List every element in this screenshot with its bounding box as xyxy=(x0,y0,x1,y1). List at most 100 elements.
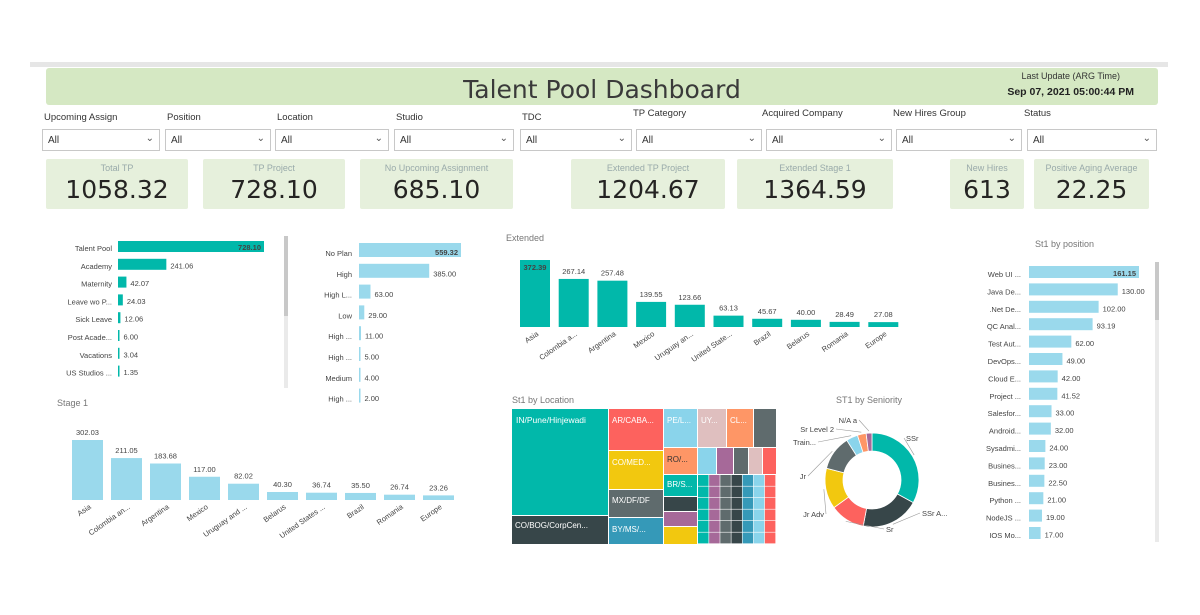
slicer-new-hires-group[interactable]: All ⌄ xyxy=(896,129,1022,151)
treemap-tile-by-ms[interactable] xyxy=(609,518,663,544)
treemap-tile[interactable] xyxy=(742,486,754,498)
slicer-status[interactable]: All ⌄ xyxy=(1027,129,1157,151)
treemap-tile[interactable] xyxy=(749,448,762,474)
slicer-acquired-company[interactable]: All ⌄ xyxy=(766,129,892,151)
treemap-tile[interactable] xyxy=(720,532,731,544)
seniority-leader-line[interactable] xyxy=(845,521,885,530)
stage1-bar[interactable] xyxy=(423,495,454,500)
treemap-tile-in-pune[interactable] xyxy=(512,409,608,515)
treemap-tile[interactable] xyxy=(709,521,720,532)
position-bar[interactable] xyxy=(1029,370,1058,383)
treemap-tile[interactable] xyxy=(731,486,742,498)
extended-bar[interactable] xyxy=(520,260,550,327)
treemap-tile[interactable] xyxy=(720,498,731,509)
position-bar[interactable] xyxy=(1029,509,1042,522)
treemap-tile-br-s[interactable] xyxy=(664,475,697,496)
position-bar[interactable] xyxy=(1029,283,1118,296)
plan-bar[interactable] xyxy=(359,284,371,299)
treemap-tile[interactable] xyxy=(753,509,765,521)
treemap-tile[interactable] xyxy=(753,521,765,532)
extended-bar[interactable] xyxy=(636,301,667,327)
stage1-bar[interactable] xyxy=(72,440,103,500)
treemap-tile[interactable] xyxy=(698,486,709,498)
position-bar[interactable] xyxy=(1029,440,1046,452)
seniority-slice[interactable] xyxy=(871,432,920,504)
position-bar[interactable] xyxy=(1029,266,1139,278)
position-bar[interactable] xyxy=(1029,492,1044,505)
treemap-tile[interactable] xyxy=(717,448,733,474)
treemap-tile[interactable] xyxy=(754,409,776,447)
plan-bar[interactable] xyxy=(359,326,362,341)
seniority-slice[interactable] xyxy=(865,432,873,452)
position-bar[interactable] xyxy=(1029,457,1045,470)
extended-bar[interactable] xyxy=(868,322,899,327)
treemap-tile[interactable] xyxy=(731,498,742,509)
extended-bar[interactable] xyxy=(558,278,589,327)
treemap-tile[interactable] xyxy=(734,448,748,474)
slicer-tp-category[interactable]: All ⌄ xyxy=(636,129,762,151)
treemap-tile[interactable] xyxy=(742,521,754,532)
treemap-tile[interactable] xyxy=(698,521,709,532)
treemap-tile-pe-l[interactable] xyxy=(664,409,697,447)
seniority-leader-line[interactable] xyxy=(823,489,827,515)
slicer-tdc[interactable]: All ⌄ xyxy=(520,129,632,151)
plan-bar[interactable] xyxy=(359,347,361,361)
treemap-tile[interactable] xyxy=(753,498,765,509)
treemap-tile[interactable] xyxy=(709,532,720,544)
treemap-tile-uy[interactable] xyxy=(698,409,726,447)
position-bar[interactable] xyxy=(1029,474,1045,487)
category-bar[interactable] xyxy=(118,365,120,377)
seniority-leader-line[interactable] xyxy=(903,437,915,456)
stage1-bar[interactable] xyxy=(384,494,415,500)
stage1-bar[interactable] xyxy=(111,458,142,500)
extended-bar[interactable] xyxy=(790,319,821,327)
stage1-bar[interactable] xyxy=(345,492,376,500)
category-bar[interactable] xyxy=(118,347,120,359)
seniority-leader-line[interactable] xyxy=(858,419,870,432)
treemap-tile[interactable] xyxy=(720,475,731,486)
stage1-bar[interactable] xyxy=(150,463,181,500)
seniority-leader-line[interactable] xyxy=(807,450,833,477)
plan-bar[interactable] xyxy=(359,243,461,257)
seniority-leader-line[interactable] xyxy=(835,428,862,433)
position-bar[interactable] xyxy=(1029,387,1058,400)
seniority-leader-line[interactable] xyxy=(817,435,852,443)
treemap-tile[interactable] xyxy=(720,486,731,498)
plan-bar[interactable] xyxy=(359,305,365,320)
treemap-tile[interactable] xyxy=(764,521,776,532)
treemap-tile[interactable] xyxy=(720,509,731,521)
treemap-tile[interactable] xyxy=(731,532,742,544)
position-bar[interactable] xyxy=(1029,300,1099,313)
treemap-tile[interactable] xyxy=(698,532,709,544)
treemap-tile[interactable] xyxy=(709,509,720,521)
treemap-tile-co-bog[interactable] xyxy=(512,516,608,544)
treemap-tile-cl[interactable] xyxy=(727,409,753,447)
slicer-position[interactable]: All ⌄ xyxy=(165,129,271,151)
category-bar[interactable] xyxy=(118,241,264,252)
position-bar[interactable] xyxy=(1029,335,1072,348)
treemap-tile[interactable] xyxy=(763,448,776,474)
treemap-tile[interactable] xyxy=(742,498,754,509)
category-bar[interactable] xyxy=(118,258,167,270)
seniority-leader-line[interactable] xyxy=(892,512,921,525)
treemap-tile-ro[interactable] xyxy=(664,448,697,474)
stage1-bar[interactable] xyxy=(189,476,220,500)
extended-bar[interactable] xyxy=(674,304,705,327)
stage1-bar[interactable] xyxy=(228,483,259,500)
treemap-tile[interactable] xyxy=(698,475,709,486)
position-bar[interactable] xyxy=(1029,353,1063,365)
treemap-tile[interactable] xyxy=(742,475,754,486)
treemap-tile[interactable] xyxy=(764,498,776,509)
slicer-studio[interactable]: All ⌄ xyxy=(394,129,514,151)
position-bar[interactable] xyxy=(1029,405,1052,418)
treemap-tile[interactable] xyxy=(753,532,765,544)
treemap-tile[interactable] xyxy=(664,512,697,526)
treemap-tile-mx-df[interactable] xyxy=(609,490,663,517)
extended-bar[interactable] xyxy=(752,318,783,327)
treemap-tile[interactable] xyxy=(664,497,697,511)
plan-bar[interactable] xyxy=(359,388,361,403)
treemap-tile[interactable] xyxy=(753,475,765,486)
treemap-tile[interactable] xyxy=(731,509,742,521)
treemap-tile[interactable] xyxy=(709,498,720,509)
treemap-tile[interactable] xyxy=(664,527,697,544)
